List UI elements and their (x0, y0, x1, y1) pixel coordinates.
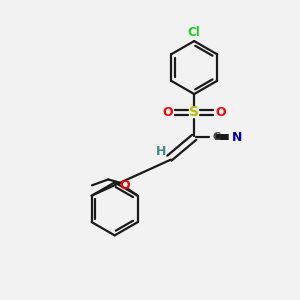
Text: S: S (189, 105, 199, 119)
Text: Cl: Cl (188, 26, 200, 39)
Text: H: H (156, 145, 166, 158)
Text: N: N (232, 131, 242, 144)
Text: O: O (215, 106, 226, 119)
Text: O: O (119, 179, 130, 192)
Text: C: C (212, 132, 220, 142)
Text: O: O (162, 106, 173, 119)
